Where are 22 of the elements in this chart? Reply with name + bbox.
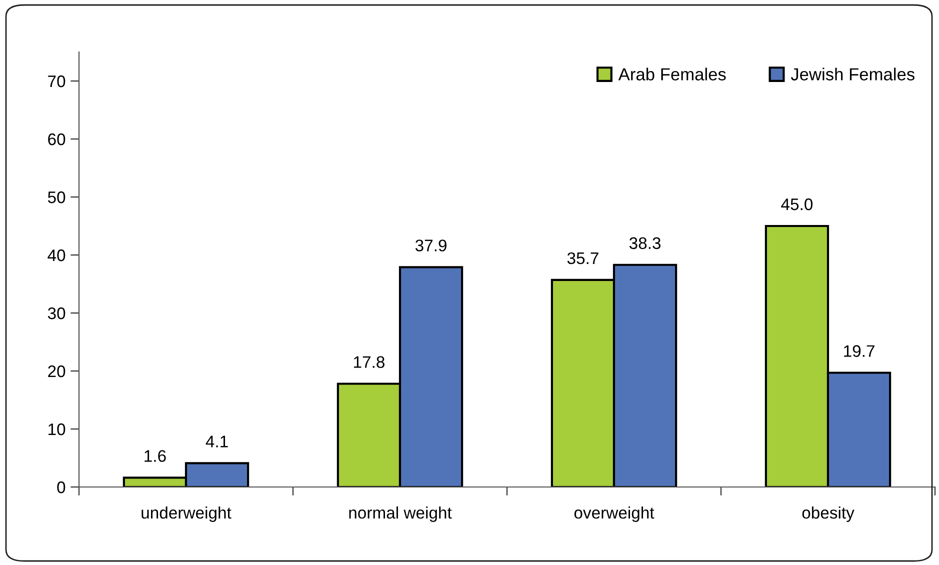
data-label: 1.6 xyxy=(144,450,166,462)
data-label: 38.3 xyxy=(629,237,661,250)
x-tick-label: overweight xyxy=(574,506,654,522)
data-label: 37.9 xyxy=(415,240,446,252)
y-tick-label: 60 xyxy=(48,133,66,146)
data-label: 45.0 xyxy=(781,198,813,210)
y-tick-label: 0 xyxy=(57,481,66,494)
y-tick-label: 50 xyxy=(48,191,66,204)
y-tick-label: 20 xyxy=(48,365,66,378)
data-label: 4.1 xyxy=(206,436,228,448)
legend-label: Jewish Females xyxy=(790,68,914,80)
y-tick-label: 40 xyxy=(48,249,66,262)
x-tick-label: normal weight xyxy=(349,506,452,522)
y-tick-label: 70 xyxy=(48,75,66,88)
legend-label: Arab Females xyxy=(618,68,726,80)
y-tick-label: 10 xyxy=(48,423,66,436)
data-label: 35.7 xyxy=(567,252,598,264)
data-label: 19.7 xyxy=(844,345,874,357)
y-tick-label: 30 xyxy=(48,307,66,320)
data-label: 17.8 xyxy=(354,356,384,368)
x-tick-label: underweight xyxy=(142,506,232,522)
x-tick-label: obesity xyxy=(802,506,854,522)
